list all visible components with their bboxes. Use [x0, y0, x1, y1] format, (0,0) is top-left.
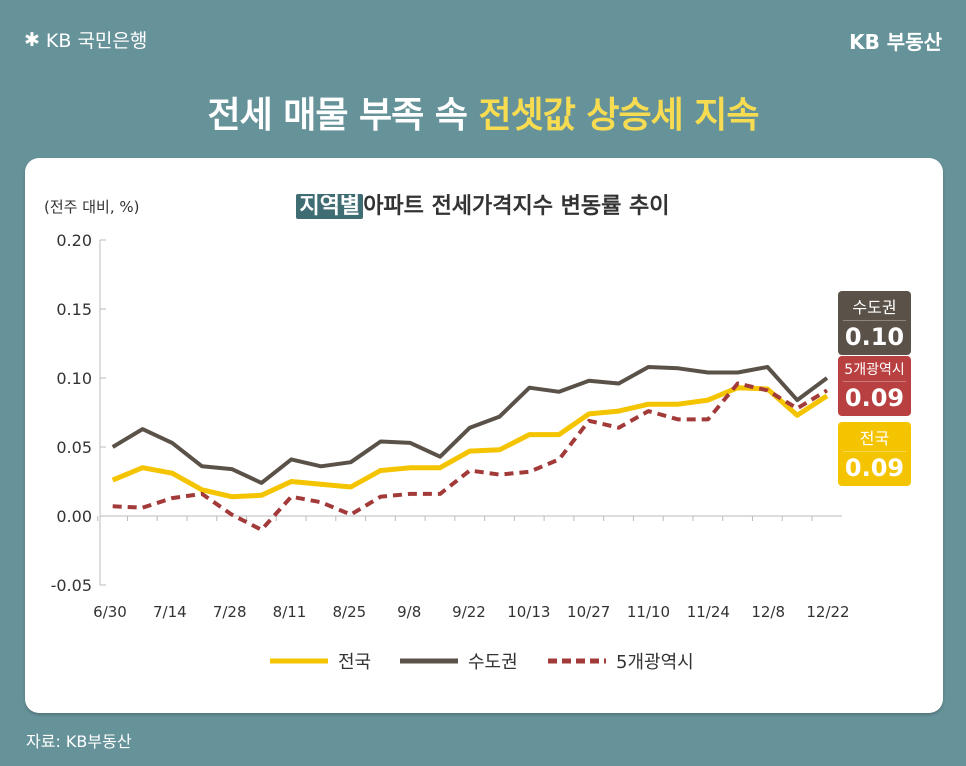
y-axis-unit: (전주 대비, %): [44, 198, 140, 216]
y-tick-label: -0.05: [51, 576, 92, 595]
x-tick-label: 12/8: [751, 603, 785, 621]
badge-5-metro: 5개광역시 0.09: [838, 356, 911, 416]
headline: 전세 매물 부족 속 전셋값 상승세 지속: [207, 95, 759, 136]
y-tick-label: 0.20: [56, 231, 92, 250]
x-tick-label: 11/24: [687, 603, 730, 621]
y-tick-label: 0.05: [56, 438, 92, 457]
kb-real-estate-logo: KB 부동산: [849, 30, 942, 54]
badge-national: 전국 0.09: [838, 422, 911, 486]
series-line-2: [112, 381, 829, 532]
star-icon: ✱: [24, 28, 40, 51]
y-tick-label: 0.10: [56, 369, 92, 388]
y-tick-label: 0.15: [56, 300, 92, 319]
x-tick-label: 6/30: [93, 603, 127, 621]
series-line-0: [111, 385, 829, 500]
y-tick-label: 0.00: [56, 507, 92, 526]
legend-label: 수도권: [468, 652, 518, 673]
x-tick-label: 11/10: [627, 603, 670, 621]
chart-title: 지역별 아파트 전세가격지수 변동률 추이: [0, 188, 966, 220]
x-tick-label: 12/22: [806, 603, 849, 621]
x-tick-label: 10/13: [507, 603, 550, 621]
x-tick-label: 8/11: [273, 603, 307, 621]
x-tick-label: 8/25: [332, 603, 366, 621]
chart-card: [25, 158, 943, 713]
x-tick-label: 7/28: [213, 603, 247, 621]
kb-kookmin-logo: ✱ KB 국민은행: [24, 28, 148, 53]
legend-label: 5개광역시: [616, 652, 694, 673]
source-note: 자료: KB부동산: [26, 732, 132, 751]
x-tick-label: 7/14: [153, 603, 187, 621]
badge-sudogwon: 수도권 0.10: [838, 291, 911, 355]
series-line-1: [111, 365, 829, 485]
x-tick-label: 9/22: [452, 603, 486, 621]
legend-label: 전국: [338, 652, 371, 673]
x-tick-label: 9/8: [397, 603, 421, 621]
x-tick-label: 10/27: [567, 603, 610, 621]
